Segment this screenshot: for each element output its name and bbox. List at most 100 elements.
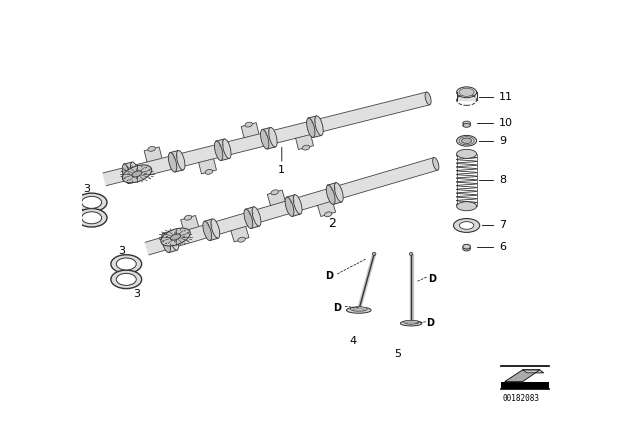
Ellipse shape bbox=[111, 255, 141, 273]
Ellipse shape bbox=[252, 207, 261, 226]
Polygon shape bbox=[145, 158, 438, 255]
Text: 3: 3 bbox=[118, 246, 125, 256]
Text: 2: 2 bbox=[328, 217, 336, 230]
Ellipse shape bbox=[132, 171, 142, 177]
Polygon shape bbox=[231, 226, 249, 242]
Circle shape bbox=[145, 173, 147, 175]
Ellipse shape bbox=[335, 183, 343, 202]
Ellipse shape bbox=[76, 193, 107, 211]
Ellipse shape bbox=[122, 164, 131, 184]
Ellipse shape bbox=[463, 244, 470, 249]
Ellipse shape bbox=[170, 234, 180, 240]
Circle shape bbox=[410, 252, 413, 256]
Ellipse shape bbox=[162, 233, 170, 253]
Ellipse shape bbox=[168, 153, 177, 172]
Text: 7: 7 bbox=[499, 220, 506, 230]
Ellipse shape bbox=[116, 273, 136, 285]
Bar bbox=[501, 382, 549, 389]
Circle shape bbox=[136, 169, 138, 171]
Text: 10: 10 bbox=[499, 118, 513, 128]
Ellipse shape bbox=[271, 190, 278, 195]
Ellipse shape bbox=[223, 139, 231, 159]
Ellipse shape bbox=[425, 92, 431, 105]
Ellipse shape bbox=[244, 209, 253, 228]
Ellipse shape bbox=[205, 169, 212, 174]
Polygon shape bbox=[262, 128, 275, 149]
Ellipse shape bbox=[326, 185, 335, 204]
Polygon shape bbox=[124, 162, 137, 184]
Ellipse shape bbox=[161, 228, 190, 246]
Text: 4: 4 bbox=[349, 336, 356, 345]
Text: D: D bbox=[333, 303, 341, 313]
Polygon shape bbox=[103, 92, 429, 185]
Ellipse shape bbox=[315, 116, 323, 135]
Ellipse shape bbox=[177, 151, 185, 170]
Ellipse shape bbox=[456, 87, 477, 98]
Polygon shape bbox=[198, 159, 216, 174]
Ellipse shape bbox=[184, 215, 192, 220]
Polygon shape bbox=[204, 219, 218, 241]
Polygon shape bbox=[410, 254, 413, 323]
Ellipse shape bbox=[456, 135, 477, 146]
Circle shape bbox=[175, 232, 177, 234]
Polygon shape bbox=[308, 116, 321, 138]
Text: 8: 8 bbox=[499, 175, 506, 185]
Text: 3: 3 bbox=[134, 289, 141, 299]
Ellipse shape bbox=[269, 128, 277, 147]
Ellipse shape bbox=[454, 219, 480, 233]
Ellipse shape bbox=[122, 165, 152, 183]
Polygon shape bbox=[241, 123, 259, 138]
Polygon shape bbox=[170, 151, 183, 172]
Polygon shape bbox=[505, 370, 540, 381]
Text: D: D bbox=[326, 271, 333, 280]
Text: 5: 5 bbox=[394, 349, 401, 359]
Ellipse shape bbox=[285, 197, 294, 216]
Ellipse shape bbox=[463, 246, 470, 251]
Ellipse shape bbox=[463, 124, 470, 127]
Ellipse shape bbox=[148, 146, 156, 151]
Text: D: D bbox=[428, 274, 436, 284]
Polygon shape bbox=[523, 370, 543, 373]
Ellipse shape bbox=[324, 212, 332, 217]
Polygon shape bbox=[296, 134, 314, 150]
Ellipse shape bbox=[76, 208, 107, 227]
Ellipse shape bbox=[463, 121, 470, 125]
Text: 9: 9 bbox=[499, 136, 506, 146]
Text: 00182083: 00182083 bbox=[502, 394, 539, 403]
Ellipse shape bbox=[203, 221, 212, 241]
Ellipse shape bbox=[82, 196, 102, 208]
Polygon shape bbox=[246, 207, 259, 228]
Ellipse shape bbox=[401, 321, 422, 326]
Polygon shape bbox=[180, 215, 198, 231]
Circle shape bbox=[166, 236, 168, 238]
Ellipse shape bbox=[302, 145, 310, 150]
Ellipse shape bbox=[456, 149, 477, 158]
Polygon shape bbox=[456, 92, 477, 100]
Text: 3: 3 bbox=[83, 184, 90, 194]
Text: 6: 6 bbox=[499, 241, 506, 252]
Circle shape bbox=[183, 236, 185, 238]
Circle shape bbox=[136, 177, 138, 179]
Polygon shape bbox=[358, 254, 376, 310]
Ellipse shape bbox=[260, 129, 269, 149]
Ellipse shape bbox=[116, 258, 136, 270]
Polygon shape bbox=[317, 201, 335, 216]
Ellipse shape bbox=[82, 212, 102, 224]
Ellipse shape bbox=[293, 195, 302, 214]
Text: 1: 1 bbox=[278, 165, 285, 175]
Ellipse shape bbox=[456, 202, 477, 211]
Text: D: D bbox=[426, 318, 434, 328]
Polygon shape bbox=[163, 231, 177, 253]
Text: 11: 11 bbox=[499, 92, 513, 102]
Ellipse shape bbox=[307, 118, 315, 138]
Ellipse shape bbox=[238, 237, 245, 242]
Ellipse shape bbox=[433, 158, 439, 170]
Ellipse shape bbox=[346, 307, 371, 313]
Ellipse shape bbox=[214, 141, 223, 160]
Ellipse shape bbox=[461, 138, 472, 143]
Ellipse shape bbox=[111, 270, 141, 289]
Ellipse shape bbox=[245, 122, 252, 127]
Ellipse shape bbox=[404, 320, 419, 324]
Polygon shape bbox=[268, 190, 285, 206]
Ellipse shape bbox=[211, 219, 220, 238]
